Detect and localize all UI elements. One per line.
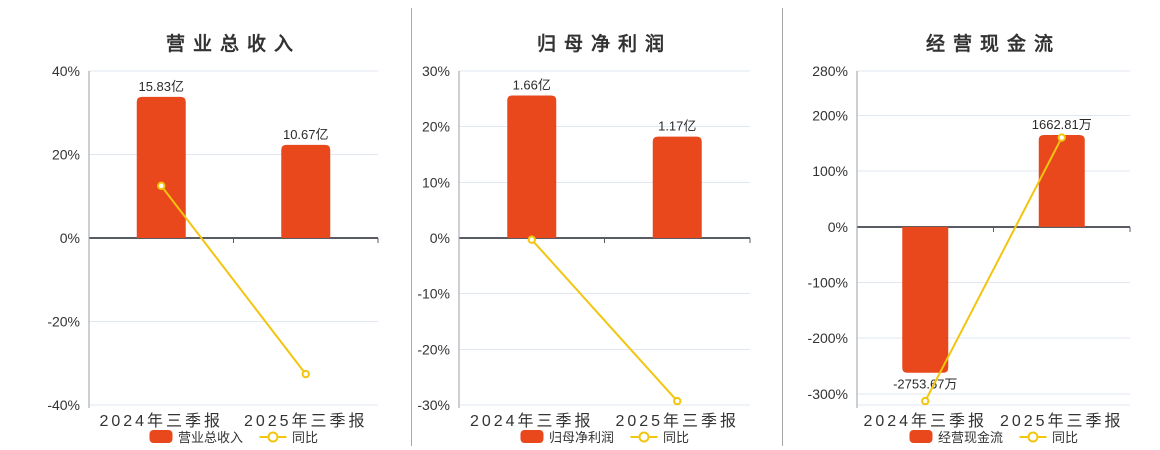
- bar-series-swatch-icon: [908, 430, 932, 443]
- chart-legend: 归母净利润 同比: [519, 427, 689, 446]
- y-axis-tick-label: -300%: [808, 386, 848, 402]
- legend-item-bar-series[interactable]: 营业总收入: [148, 427, 243, 446]
- legend-item-line-series[interactable]: 同比: [259, 427, 318, 446]
- chart-title-net-profit: 归母净利润: [536, 34, 673, 55]
- y-axis-tick-label: -200%: [808, 330, 848, 346]
- line-point-marker: [527, 235, 536, 244]
- bar-2025年三季报: [1038, 135, 1085, 227]
- y-axis-tick-label: 20%: [422, 119, 450, 135]
- y-axis-tick-label: 200%: [812, 108, 848, 124]
- legend-label: 归母净利润: [548, 430, 614, 445]
- line-point-marker: [921, 396, 930, 406]
- chart-legend: 经营现金流 同比: [908, 427, 1078, 446]
- legend-label: 经营现金流: [937, 430, 1003, 445]
- line-series-marker-icon: [630, 431, 657, 442]
- bar-2025年三季报: [281, 144, 331, 238]
- chart-panel-operating-cash-flow: 280% 200% 100% 0% -100% -200% -300% -2753.67万 16…: [782, 0, 1160, 450]
- x-axis-category: 2024年三季报: [469, 413, 594, 430]
- x-axis-category: 2025年三季报: [243, 413, 368, 430]
- x-axis-category: 2024年三季报: [863, 413, 988, 430]
- chart-panel-net-profit: 30% 20% 10% 0% -10% -20% -30% 1.66亿 1.17亿 归母净利润 …: [411, 0, 782, 450]
- cash-flow-chart-plot: 280% 200% 100% 0% -100% -200% -300% -2753.67万 16…: [808, 63, 1131, 408]
- x-axis-category: 2025年三季报: [615, 413, 740, 430]
- y-axis-tick-label: -40%: [47, 397, 80, 413]
- legend-item-line-series[interactable]: 同比: [1019, 427, 1078, 446]
- bar-value-label: 1.17亿: [658, 119, 696, 134]
- y-axis-tick-label: 0%: [828, 219, 848, 235]
- bar-2024年三季报: [902, 226, 949, 373]
- x-axis-category: 2025年三季报: [999, 413, 1124, 430]
- bar-series-swatch-icon: [148, 430, 172, 443]
- bar-value-label: 1662.81万: [1032, 117, 1092, 132]
- line-series-marker-icon: [1019, 431, 1046, 442]
- bar-value-label: 15.83亿: [138, 79, 184, 94]
- y-axis-tick-label: -10%: [417, 286, 450, 302]
- y-axis-tick-label: 100%: [812, 163, 848, 179]
- bar-value-label: 1.66亿: [513, 77, 551, 92]
- legend-label: 同比: [663, 430, 690, 445]
- bar-series-swatch-icon: [519, 430, 543, 443]
- legend-item-bar-series[interactable]: 经营现金流: [908, 427, 1003, 446]
- y-axis-tick-label: 20%: [52, 147, 80, 163]
- legend-item-line-series[interactable]: 同比: [630, 427, 689, 446]
- bar-value-label: -2753.67万: [893, 377, 957, 392]
- line-point-marker: [673, 396, 682, 406]
- line-series-marker-icon: [259, 431, 286, 442]
- revenue-chart-plot: 40% 20% 0% -20% -40% 15.83亿 10.67亿: [47, 63, 379, 413]
- legend-label: 同比: [1052, 430, 1079, 445]
- bar-2024年三季报: [136, 96, 186, 238]
- legend-label: 营业总收入: [177, 430, 243, 445]
- bar-value-label: 10.67亿: [283, 127, 329, 142]
- legend-label: 同比: [292, 430, 319, 445]
- chart-title-revenue: 营业总收入: [165, 34, 302, 55]
- bar-2024年三季报: [507, 95, 557, 238]
- legend-item-bar-series[interactable]: 归母净利润: [519, 427, 614, 446]
- chart-legend: 营业总收入 同比: [148, 427, 318, 446]
- y-axis-tick-label: -30%: [417, 397, 450, 413]
- chart-title-cash-flow: 经营现金流: [925, 34, 1062, 55]
- y-axis-tick-label: -20%: [47, 314, 80, 330]
- bar-2025年三季报: [652, 136, 702, 238]
- y-axis-tick-label: 0%: [430, 230, 450, 246]
- y-axis-tick-label: -20%: [417, 341, 450, 357]
- y-axis-tick-label: -100%: [808, 275, 848, 291]
- net-profit-chart-plot: 30% 20% 10% 0% -10% -20% -30% 1.66亿 1.17亿: [417, 63, 751, 413]
- y-axis-tick-label: 0%: [60, 230, 80, 246]
- x-axis-category: 2024年三季报: [99, 413, 224, 430]
- line-point-marker: [157, 181, 166, 191]
- line-point-marker: [301, 369, 310, 379]
- chart-panel-revenue: 40% 20% 0% -20% -40% 15.83亿 10.67亿 营业总收入 2024年…: [0, 0, 411, 450]
- line-point-marker: [1057, 133, 1066, 142]
- panel-divider: [411, 8, 412, 446]
- y-axis-tick-label: 280%: [812, 63, 848, 79]
- y-axis-tick-label: 30%: [422, 63, 450, 79]
- y-axis-tick-label: 10%: [422, 174, 450, 190]
- panel-divider: [782, 8, 783, 446]
- y-axis-tick-label: 40%: [52, 63, 80, 79]
